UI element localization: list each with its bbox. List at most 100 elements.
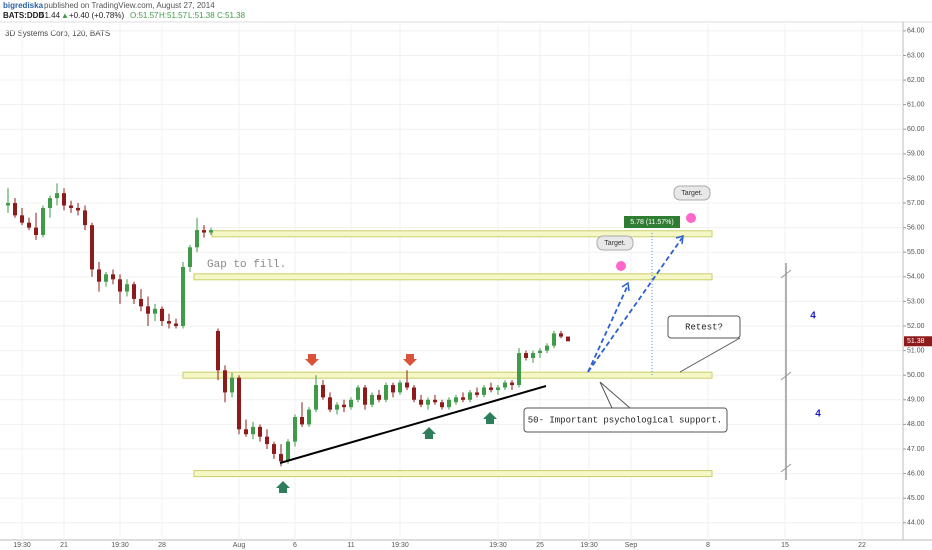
candle-body: [517, 353, 521, 386]
x-tick-label: 25: [536, 542, 544, 549]
annotation: 50- Important psychological support.: [528, 415, 722, 425]
candle-body: [265, 436, 269, 445]
y-tick-label: 61.00: [907, 101, 925, 108]
candle-body: [27, 222, 31, 228]
target-icon: [686, 213, 696, 223]
y-tick-label: 57.00: [907, 200, 925, 207]
retest-box: [667, 315, 741, 339]
x-tick-label: 28: [158, 542, 166, 549]
support-box: [523, 407, 728, 433]
chart-title: 3D Systems Corp, 120, BATS: [5, 29, 110, 38]
candle-body: [174, 323, 178, 327]
annotation: Retest?: [685, 322, 723, 332]
candle-body: [286, 441, 290, 462]
candle-body: [223, 370, 227, 393]
candle-body: [167, 321, 171, 324]
x-tick-label: 19:30: [13, 542, 31, 549]
candle-body: [524, 353, 528, 358]
candle-body: [552, 333, 556, 346]
symbol: BATS:DDD: [3, 11, 44, 20]
candle-body: [251, 426, 255, 435]
candle-body: [447, 399, 451, 408]
candle-body: [195, 230, 199, 248]
last-price-label: 51.38: [907, 338, 925, 345]
candle-body: [279, 453, 283, 462]
annotation: 4: [815, 409, 821, 420]
candle-body: [384, 385, 388, 400]
candle-body: [20, 215, 24, 223]
y-tick-label: 63.00: [907, 52, 925, 59]
published: published on TradingView.com, August 27,…: [44, 1, 215, 10]
y-tick-label: 54.00: [907, 274, 925, 281]
y-tick-label: 46.00: [907, 470, 925, 477]
candle-body: [370, 394, 374, 405]
candle-body: [132, 284, 136, 299]
last: 51.44: [40, 11, 61, 20]
ohlc-value: H:51.57: [159, 11, 188, 20]
candle-body: [419, 399, 423, 405]
y-tick-label: 52.00: [907, 323, 925, 330]
candle-body: [566, 336, 570, 342]
annotation: 5.78 (11.57%): [630, 219, 673, 226]
cycle-ticks: [780, 269, 792, 473]
candle-body: [293, 417, 297, 442]
level-zone: [193, 273, 713, 281]
annotation: Target.: [604, 240, 625, 247]
y-tick-label: 48.00: [907, 421, 925, 428]
x-tick-label: 8: [706, 542, 710, 549]
callout: [599, 381, 631, 409]
candle-body: [496, 387, 500, 390]
candle-body: [160, 308, 164, 322]
candle-body: [412, 387, 416, 400]
candle-body: [538, 350, 542, 354]
candle-body: [307, 409, 311, 425]
ohlc-value: L:51.38: [188, 11, 215, 20]
candle-body: [258, 426, 262, 437]
y-tick-label: 53.00: [907, 298, 925, 305]
candle-body: [216, 330, 220, 371]
candle-body: [83, 210, 87, 226]
candle-body: [6, 203, 10, 206]
candle-body: [391, 385, 395, 393]
y-tick-label: 47.00: [907, 446, 925, 453]
author: bigrediska: [3, 1, 44, 10]
y-tick-label: 56.00: [907, 224, 925, 231]
x-tick-label: 19:30: [580, 542, 598, 549]
x-tick-label: 21: [60, 542, 68, 549]
candle-body: [13, 203, 17, 216]
ohlc-value: C:51.38: [217, 11, 246, 20]
candle-body: [398, 382, 402, 393]
change: +0.40 (+0.78%): [69, 11, 124, 20]
candle-body: [545, 345, 549, 351]
level-zone: [193, 470, 713, 478]
candle-body: [300, 417, 304, 425]
x-tick-label: Aug: [233, 542, 246, 549]
x-tick-label: 19:30: [391, 542, 409, 549]
y-tick-label: 45.00: [907, 495, 925, 502]
candle-body: [405, 382, 409, 388]
candle-body: [440, 402, 444, 408]
measure-box: [624, 216, 680, 228]
candle-body: [188, 247, 192, 267]
candle-body: [328, 397, 332, 410]
candle-body: [314, 385, 318, 410]
candle-body: [510, 382, 514, 386]
candle-body: [48, 198, 52, 208]
y-tick-label: 60.00: [907, 126, 925, 133]
candle-body: [139, 298, 143, 307]
y-tick-label: 55.00: [907, 249, 925, 256]
annotation: Target.: [681, 190, 702, 197]
y-tick-label: 62.00: [907, 77, 925, 84]
candle-body: [454, 397, 458, 403]
candle-body: [349, 399, 353, 408]
last-price-box: [904, 336, 932, 347]
x-tick-label: 15: [781, 542, 789, 549]
candle-body: [377, 394, 381, 400]
candle-body: [230, 377, 234, 393]
candle-body: [125, 284, 129, 292]
candle-body: [153, 308, 157, 314]
y-tick-label: 51.00: [907, 347, 925, 354]
candle-body: [34, 227, 38, 236]
candle-body: [237, 377, 241, 430]
